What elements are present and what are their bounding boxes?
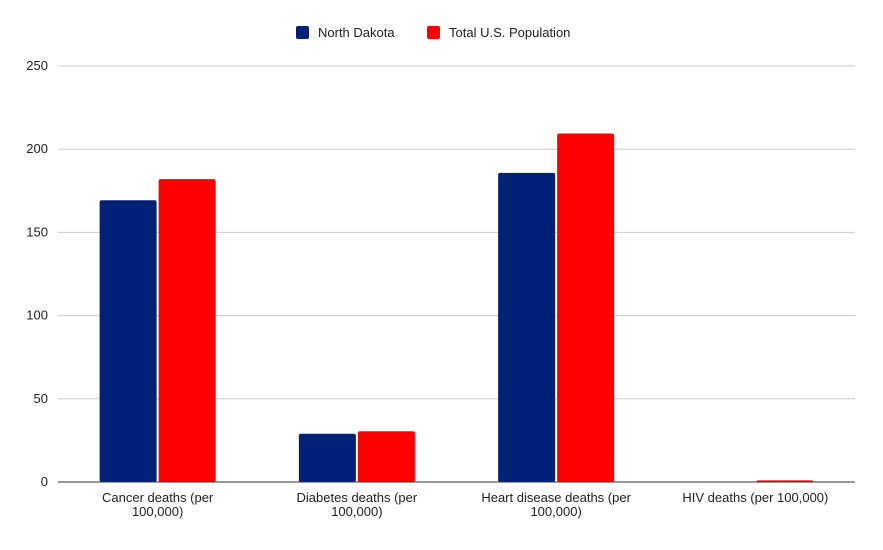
bar-north-dakota: [298, 433, 356, 482]
y-tick-label: 100: [26, 308, 48, 323]
x-tick-label: Diabetes deaths (per: [297, 490, 418, 505]
bar-total-us: [357, 431, 415, 482]
legend-label: North Dakota: [318, 25, 395, 40]
y-tick-label: 50: [34, 391, 48, 406]
bar-north-dakota: [99, 200, 157, 483]
x-tick-label: 100,000): [132, 504, 183, 519]
x-tick-label: 100,000): [331, 504, 382, 519]
bar-total-us: [158, 179, 216, 483]
y-tick-label: 150: [26, 224, 48, 239]
bar-north-dakota: [498, 172, 556, 482]
legend-swatch: [427, 26, 440, 39]
y-tick-label: 200: [26, 141, 48, 156]
y-tick-label: 250: [26, 58, 48, 73]
x-tick-label: Cancer deaths (per: [102, 490, 214, 505]
x-tick-label: HIV deaths (per 100,000): [682, 490, 828, 505]
x-tick-label: Heart disease deaths (per: [481, 490, 631, 505]
legend-label: Total U.S. Population: [449, 25, 570, 40]
y-tick-label: 0: [41, 474, 48, 489]
bar-total-us: [557, 133, 615, 482]
legend-swatch: [296, 26, 309, 39]
x-tick-label: 100,000): [530, 504, 581, 519]
